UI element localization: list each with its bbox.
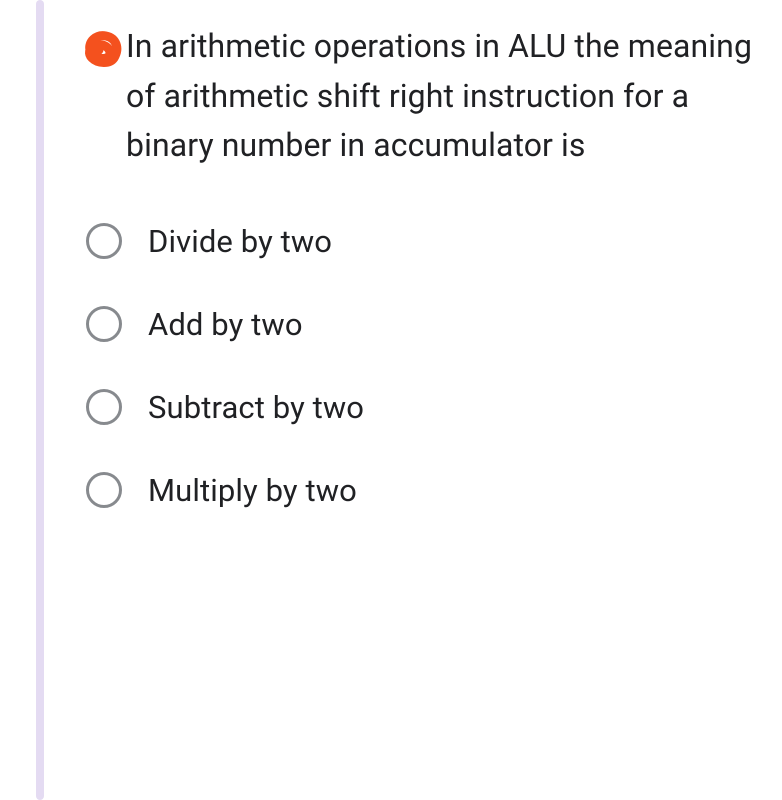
- option-label: Add by two: [148, 306, 303, 343]
- options-list: Divide by two Add by two Subtract by two…: [86, 223, 782, 509]
- question-rest: arithmetic operations in ALU the meaning…: [126, 27, 752, 164]
- question-card: In arithmetic operations in ALU the mean…: [80, 0, 782, 509]
- option-label: Subtract by two: [148, 389, 364, 426]
- option-subtract-by-two[interactable]: Subtract by two: [86, 389, 782, 426]
- form-accent-border: [36, 0, 44, 800]
- annotation-scribble-icon: [80, 28, 124, 72]
- radio-unchecked-icon: [86, 472, 122, 508]
- radio-unchecked-icon: [86, 223, 122, 259]
- question-prefix: In: [126, 27, 153, 65]
- radio-unchecked-icon: [86, 306, 122, 342]
- question-row: In arithmetic operations in ALU the mean…: [80, 22, 782, 171]
- option-divide-by-two[interactable]: Divide by two: [86, 223, 782, 260]
- option-label: Multiply by two: [148, 472, 357, 509]
- option-add-by-two[interactable]: Add by two: [86, 306, 782, 343]
- question-text: In arithmetic operations in ALU the mean…: [126, 22, 782, 171]
- option-label: Divide by two: [148, 223, 332, 260]
- radio-unchecked-icon: [86, 389, 122, 425]
- option-multiply-by-two[interactable]: Multiply by two: [86, 472, 782, 509]
